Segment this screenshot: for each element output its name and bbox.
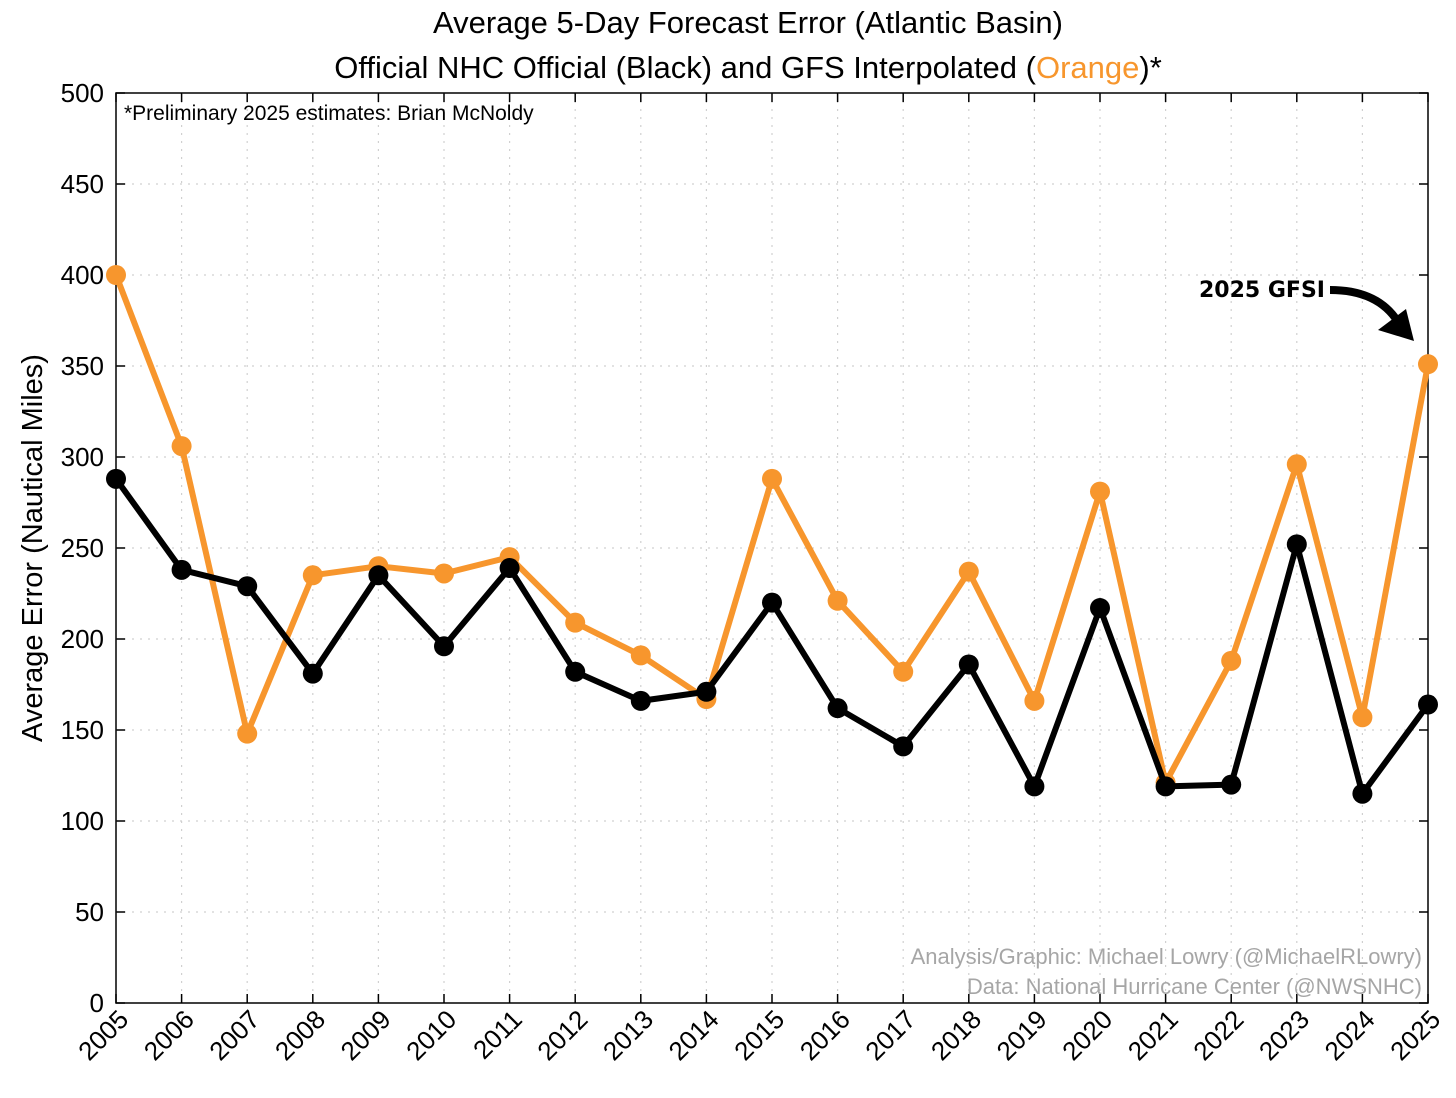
y-tick-label: 50	[75, 897, 104, 927]
data-point	[827, 590, 848, 611]
x-tick-label: 2005	[72, 1004, 134, 1066]
data-point	[1155, 776, 1176, 797]
data-point	[434, 636, 454, 657]
data-point	[565, 661, 586, 682]
data-point	[958, 561, 979, 582]
x-tick-label: 2009	[335, 1004, 397, 1066]
y-tick-label: 350	[61, 351, 104, 381]
data-point	[1221, 774, 1242, 795]
x-tick-label: 2015	[728, 1004, 790, 1066]
x-tick-label: 2010	[400, 1004, 462, 1066]
y-tick-label: 400	[61, 260, 104, 290]
y-tick-label: 300	[61, 442, 104, 472]
credit-data: Data: National Hurricane Center (@NWSNHC…	[967, 974, 1422, 999]
x-tick-label: 2013	[597, 1004, 659, 1066]
data-point	[434, 563, 454, 584]
x-tick-label: 2008	[269, 1004, 331, 1066]
series-0	[106, 468, 1438, 804]
data-point	[1352, 783, 1373, 804]
x-tick-label: 2014	[663, 1004, 725, 1066]
x-tick-label: 2019	[991, 1004, 1053, 1066]
callout-arrow-shaft	[1329, 286, 1402, 325]
x-tick-label: 2025	[1384, 1004, 1446, 1066]
data-point	[1024, 690, 1045, 711]
data-point	[696, 681, 717, 702]
data-point	[630, 690, 651, 711]
chart-subtitle: Official NHC Official (Black) and GFS In…	[334, 50, 1162, 85]
grid-lines	[116, 93, 1428, 1003]
data-point	[958, 654, 979, 675]
data-point	[1090, 598, 1110, 619]
y-tick-label: 250	[61, 533, 104, 563]
chart-title: Average 5-Day Forecast Error (Atlantic B…	[433, 5, 1063, 40]
data-point	[302, 565, 323, 586]
data-point	[1352, 707, 1373, 728]
x-tick-label: 2007	[203, 1004, 265, 1066]
data-point	[237, 576, 258, 597]
data-point	[893, 661, 914, 682]
data-point	[827, 698, 848, 719]
data-point	[1286, 454, 1307, 475]
y-axis-label: Average Error (Nautical Miles)	[17, 354, 49, 742]
x-tick-label: 2022	[1187, 1004, 1249, 1066]
data-point	[1286, 534, 1307, 555]
y-tick-label: 100	[61, 806, 104, 836]
x-tick-label: 2017	[859, 1004, 921, 1066]
x-axis-ticks: 2005 2006 2007 2008 2009 2010 2011 2012 2013 2014…	[72, 93, 1446, 1066]
data-point	[106, 468, 126, 489]
data-point	[762, 468, 782, 489]
data-point	[1418, 354, 1438, 375]
y-tick-label: 150	[61, 715, 104, 745]
x-tick-label: 2018	[925, 1004, 987, 1066]
x-tick-label: 2006	[138, 1004, 200, 1066]
series-1	[106, 265, 1438, 793]
series-layer	[106, 265, 1438, 804]
data-point	[171, 436, 192, 457]
callout-label: 2025 GFSI	[1199, 278, 1325, 303]
x-tick-label: 2021	[1122, 1004, 1184, 1066]
x-tick-label: 2023	[1253, 1004, 1315, 1066]
series-line	[113, 272, 1431, 786]
data-point	[565, 612, 586, 633]
data-point	[106, 265, 126, 285]
x-tick-label: 2012	[531, 1004, 593, 1066]
preliminary-note: *Preliminary 2025 estimates: Brian McNol…	[124, 102, 534, 125]
data-point	[499, 558, 520, 579]
data-point	[893, 736, 914, 757]
x-tick-label: 2011	[467, 1004, 528, 1065]
x-tick-label: 2020	[1056, 1004, 1118, 1066]
subtitle-prefix: Official NHC Official (Black) and GFS In…	[334, 50, 1036, 85]
y-tick-label: 500	[61, 78, 104, 108]
y-tick-label: 200	[61, 624, 104, 654]
data-point	[762, 592, 782, 613]
y-tick-label: 0	[90, 988, 104, 1018]
subtitle-suffix: )*	[1139, 50, 1161, 85]
data-point	[1024, 776, 1045, 797]
x-tick-label: 2024	[1319, 1004, 1381, 1066]
data-point	[237, 723, 258, 744]
data-point	[1221, 650, 1242, 671]
credit-analysis: Analysis/Graphic: Michael Lowry (@Michae…	[911, 944, 1422, 969]
y-axis-ticks: 0 50 100 150 200 250 300 350 400 450 500	[61, 78, 1428, 1018]
x-tick-label: 2016	[794, 1004, 856, 1066]
callout-arrow-head	[1378, 309, 1414, 341]
data-point	[630, 645, 651, 666]
data-point	[368, 565, 389, 586]
data-point	[1418, 694, 1438, 715]
data-point	[171, 559, 192, 580]
y-tick-label: 450	[61, 169, 104, 199]
subtitle-highlight: Orange	[1036, 50, 1139, 85]
data-point	[1090, 481, 1110, 502]
data-point	[302, 663, 323, 684]
